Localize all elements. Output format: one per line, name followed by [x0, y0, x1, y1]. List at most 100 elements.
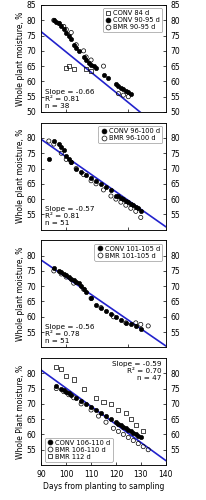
Point	[99, 304, 102, 312]
Point	[133, 319, 137, 327]
Point	[77, 47, 80, 55]
Point	[126, 434, 129, 442]
Point	[74, 44, 77, 52]
Point	[141, 428, 144, 436]
Point	[94, 406, 97, 414]
Point	[106, 74, 110, 82]
Point	[77, 279, 80, 287]
Point	[129, 428, 132, 436]
Point	[89, 176, 92, 184]
Point	[54, 384, 58, 392]
Point	[114, 80, 117, 88]
Point	[52, 137, 55, 145]
Point	[72, 394, 75, 402]
Point	[69, 158, 73, 166]
Point	[121, 430, 124, 438]
Point	[109, 186, 112, 194]
Point	[94, 64, 97, 72]
Text: Slope = -0.59
R² = 0.70
n = 47: Slope = -0.59 R² = 0.70 n = 47	[112, 361, 161, 381]
Point	[82, 47, 85, 55]
Point	[72, 376, 75, 384]
Legend: CONV 106-110 d, BMR 106-110 d, BMR 112 d: CONV 106-110 d, BMR 106-110 d, BMR 112 d	[44, 438, 112, 462]
Point	[59, 143, 63, 151]
Point	[116, 90, 119, 98]
Point	[124, 201, 127, 209]
Point	[84, 65, 87, 73]
Y-axis label: Whole Plant moisture, %: Whole Plant moisture, %	[16, 364, 25, 458]
Point	[64, 64, 68, 72]
Point	[119, 422, 122, 430]
Point	[124, 319, 127, 327]
Point	[136, 204, 139, 212]
Point	[52, 267, 55, 275]
Point	[119, 198, 122, 206]
Point	[69, 34, 73, 42]
Point	[69, 390, 73, 398]
Point	[133, 422, 137, 430]
Point	[133, 322, 137, 330]
Point	[67, 32, 70, 40]
Point	[54, 363, 58, 371]
Point	[72, 40, 75, 48]
Point	[84, 170, 87, 178]
Point	[124, 409, 127, 417]
Point	[64, 156, 68, 164]
Point	[129, 90, 132, 98]
Point	[89, 66, 92, 74]
Point	[82, 170, 85, 178]
Point	[133, 208, 137, 216]
Point	[79, 168, 82, 175]
Point	[84, 53, 87, 61]
Point	[89, 294, 92, 302]
Point	[133, 430, 137, 438]
Point	[124, 86, 127, 94]
Point	[74, 278, 77, 285]
Legend: CONV 84 d, CONV 90-95 d, BMR 90-95 d: CONV 84 d, CONV 90-95 d, BMR 90-95 d	[102, 8, 162, 32]
Point	[104, 412, 107, 420]
Point	[72, 276, 75, 284]
Point	[124, 424, 127, 432]
Point	[47, 137, 50, 145]
Point	[129, 320, 132, 328]
Point	[94, 300, 97, 308]
Point	[94, 394, 97, 402]
Legend: CONV 101-105 d, BMR 101-105 d: CONV 101-105 d, BMR 101-105 d	[94, 244, 162, 260]
Point	[94, 180, 97, 188]
Point	[72, 279, 75, 287]
Point	[138, 208, 142, 216]
Point	[64, 28, 68, 36]
Point	[54, 382, 58, 390]
Point	[52, 140, 55, 148]
Point	[114, 195, 117, 203]
Point	[79, 282, 82, 290]
Point	[64, 152, 68, 160]
Point	[62, 146, 65, 154]
Point	[57, 20, 60, 28]
Point	[99, 304, 102, 312]
Point	[52, 16, 55, 24]
Point	[59, 270, 63, 278]
Point	[59, 364, 63, 372]
Point	[82, 53, 85, 61]
Point	[138, 320, 142, 328]
Point	[52, 264, 55, 272]
Point	[124, 319, 127, 327]
Point	[59, 22, 63, 30]
Point	[69, 274, 73, 282]
Point	[114, 313, 117, 321]
Point	[79, 400, 82, 408]
Point	[116, 82, 119, 90]
Point	[126, 92, 129, 100]
Point	[124, 196, 127, 204]
Point	[104, 418, 107, 426]
Point	[136, 440, 139, 448]
Point	[109, 310, 112, 318]
Point	[111, 424, 115, 432]
Point	[84, 288, 87, 296]
Point	[138, 325, 142, 333]
Point	[59, 268, 63, 276]
Point	[114, 418, 117, 426]
Y-axis label: Whole plant moisture, %: Whole plant moisture, %	[16, 246, 25, 341]
Point	[89, 406, 92, 414]
Legend: CONV 96-100 d, BMR 96-100 d: CONV 96-100 d, BMR 96-100 d	[98, 126, 162, 143]
